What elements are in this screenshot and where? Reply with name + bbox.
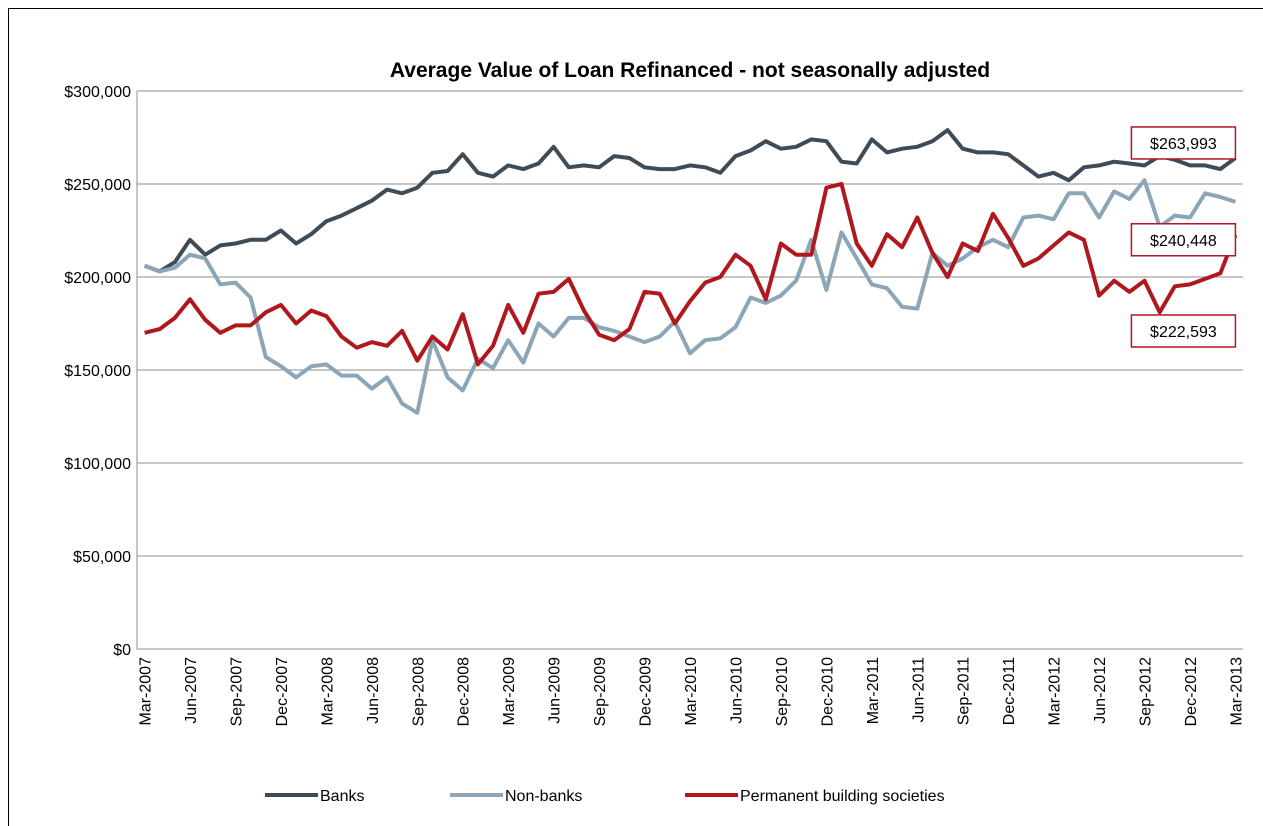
- x-tick-label: Sep-2007: [228, 657, 245, 726]
- x-tick-label: Jun-2009: [547, 657, 564, 724]
- x-tick-label: Sep-2011: [956, 657, 973, 725]
- data-label-box: [1130, 314, 1237, 348]
- x-tick-label: Dec-2012: [1183, 657, 1200, 726]
- series-line: [144, 182, 1238, 367]
- series-line: [143, 178, 1237, 415]
- x-tick-label: Sep-2009: [592, 657, 609, 726]
- data-label: $263,993: [1150, 136, 1217, 153]
- data-label: $222,593: [1150, 324, 1217, 341]
- x-tick-label: Dec-2010: [819, 657, 836, 726]
- x-tick-label: Dec-2011: [1001, 657, 1018, 725]
- chart-frame: [8, 8, 1263, 826]
- x-tick-label: Jun-2012: [1092, 657, 1109, 724]
- data-label-box: [1130, 126, 1237, 160]
- legend-label: Permanent building societies: [740, 788, 945, 805]
- x-tick-label: Mar-2007: [138, 657, 155, 726]
- x-tick-label: Sep-2010: [774, 657, 791, 726]
- x-tick-label: Mar-2011: [865, 657, 882, 724]
- x-tick-label: Dec-2007: [274, 657, 291, 726]
- legend-label: Banks: [320, 788, 364, 805]
- y-tick-label: $50,000: [73, 549, 131, 566]
- legend-label: Non-banks: [505, 788, 582, 805]
- x-tick-label: Dec-2009: [638, 657, 655, 726]
- data-label: $240,448: [1150, 233, 1217, 250]
- x-tick-label: Sep-2008: [410, 657, 427, 726]
- x-tick-label: Jun-2007: [183, 657, 200, 724]
- y-tick-label: $150,000: [64, 363, 131, 380]
- x-tick-label: Jun-2011: [910, 657, 927, 723]
- x-tick-label: Jun-2008: [365, 657, 382, 724]
- x-tick-label: Mar-2009: [501, 657, 518, 726]
- data-label-box: [1130, 223, 1237, 257]
- x-tick-label: Sep-2012: [1138, 657, 1155, 726]
- x-tick-label: Mar-2010: [683, 657, 700, 726]
- x-tick-label: Mar-2008: [319, 657, 336, 726]
- series-line: [143, 128, 1237, 274]
- y-tick-label: $250,000: [64, 177, 131, 194]
- x-tick-label: Mar-2013: [1228, 657, 1245, 726]
- chart-title: Average Value of Loan Refinanced - not s…: [390, 59, 990, 82]
- y-tick-label: $100,000: [64, 456, 131, 473]
- x-tick-label: Dec-2008: [456, 657, 473, 726]
- x-tick-label: Jun-2010: [728, 657, 745, 724]
- y-tick-label: $0: [113, 642, 131, 659]
- y-tick-label: $200,000: [64, 270, 131, 287]
- y-tick-label: $300,000: [64, 84, 131, 101]
- x-tick-label: Mar-2012: [1047, 657, 1064, 726]
